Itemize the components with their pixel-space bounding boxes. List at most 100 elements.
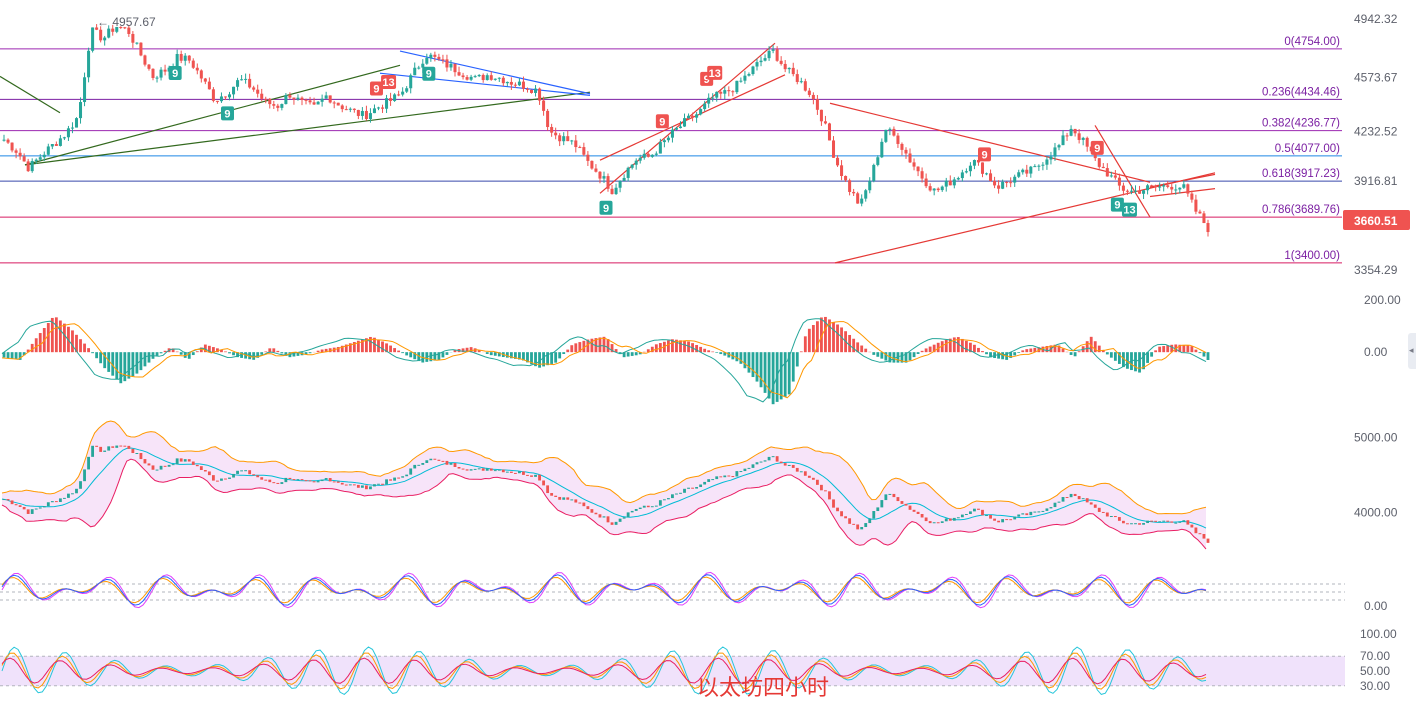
bb-candle xyxy=(445,460,449,465)
candle-body xyxy=(1041,164,1045,166)
candle-body xyxy=(956,178,960,180)
candle-body xyxy=(312,102,316,105)
candle-body xyxy=(304,99,308,101)
candle-body xyxy=(203,78,207,82)
candle-body xyxy=(1053,147,1057,157)
macd-bar xyxy=(505,352,509,358)
macd-bar xyxy=(405,352,409,356)
bb-candle xyxy=(179,458,183,462)
bb-candle xyxy=(667,498,670,500)
candle-body xyxy=(107,28,111,38)
candle-body xyxy=(1138,190,1142,194)
macd-bar xyxy=(159,352,163,354)
bb-candle xyxy=(985,515,988,517)
bb-candle xyxy=(622,517,626,519)
candle-body xyxy=(1105,168,1109,177)
candle-body xyxy=(606,176,610,189)
candle-body xyxy=(429,54,433,58)
macd-bar xyxy=(626,352,630,357)
macd-bar xyxy=(248,352,252,360)
candle-body xyxy=(352,108,356,110)
bb-candle xyxy=(803,471,807,476)
candle-body xyxy=(155,77,159,79)
bb-candle xyxy=(558,496,562,500)
macd-bar xyxy=(1146,352,1149,363)
macd-bar xyxy=(280,352,284,354)
candle-body xyxy=(58,138,62,146)
bb-candle xyxy=(236,470,239,474)
candle-body xyxy=(248,78,252,88)
candle-body xyxy=(819,109,823,122)
macd-bar xyxy=(216,348,219,353)
rsi-tick: 50.00 xyxy=(1360,664,1390,678)
candle-body xyxy=(980,162,985,174)
macd-bar xyxy=(413,352,417,360)
macd-bar xyxy=(900,352,904,363)
bb-candle xyxy=(791,464,795,468)
bb-candle xyxy=(1198,533,1202,535)
macd-bar xyxy=(695,345,699,353)
macd-bar xyxy=(83,343,86,353)
macd-bar xyxy=(1077,351,1081,353)
price-axes[interactable]: 4942.32 4573.67 4232.52 3916.81 3354.29 xyxy=(1354,12,1398,277)
side-panel-toggle[interactable]: ◂ xyxy=(1408,333,1416,369)
macd-bar xyxy=(292,352,296,357)
candle-body xyxy=(316,101,320,105)
bb-candle xyxy=(594,512,598,515)
trendline xyxy=(399,50,591,95)
bb-candle xyxy=(997,520,1001,523)
candle-body xyxy=(703,103,707,110)
macd-bar xyxy=(989,352,992,358)
bb-candle xyxy=(916,511,920,515)
candle-body xyxy=(662,140,666,143)
macd-bar xyxy=(304,352,308,355)
candle-body xyxy=(642,153,646,158)
candle-body xyxy=(143,55,147,65)
macd-bar xyxy=(155,352,159,356)
bb-candle xyxy=(989,515,992,519)
candle-body xyxy=(179,54,183,61)
trendlines[interactable] xyxy=(0,42,1216,264)
candle-body xyxy=(453,63,457,73)
candle-body xyxy=(848,180,852,192)
bb-candle xyxy=(38,507,42,509)
trendline xyxy=(829,102,1151,183)
macd-bar xyxy=(522,352,525,361)
macd-bar xyxy=(1053,344,1057,353)
candle-body xyxy=(1061,135,1065,146)
bb-candle xyxy=(1097,507,1101,512)
bb-candle xyxy=(340,482,344,485)
bb-candle xyxy=(534,474,537,477)
macd-bar xyxy=(469,347,473,353)
macd-bar xyxy=(807,328,811,353)
macd-tick: 0.00 xyxy=(1364,345,1388,359)
candle-body xyxy=(465,77,469,80)
candle-body xyxy=(260,93,264,99)
macd-bar xyxy=(675,339,678,353)
bb-candle xyxy=(626,512,630,518)
candle-body xyxy=(590,160,594,169)
macd-bar xyxy=(1109,352,1113,358)
macd-bar xyxy=(570,345,574,353)
bb-candle xyxy=(437,459,441,461)
bb-candle xyxy=(715,476,719,480)
bb-candle xyxy=(852,523,856,525)
macd-bar xyxy=(634,352,638,356)
candle-body xyxy=(960,172,964,179)
macd-bar xyxy=(389,345,392,353)
bb-candle xyxy=(1194,527,1198,534)
macd-bar xyxy=(397,350,401,353)
bb-candle xyxy=(54,501,58,503)
bb-candle xyxy=(1061,497,1065,502)
macd-bar xyxy=(590,338,594,353)
macd-bar xyxy=(123,352,127,382)
candle-body xyxy=(542,100,546,111)
bb-candle xyxy=(513,472,517,474)
candle-body xyxy=(1117,177,1121,186)
macd-bar xyxy=(1101,350,1105,353)
candle-body xyxy=(469,76,473,80)
bb-candle xyxy=(183,459,187,462)
bb-candle xyxy=(449,463,453,465)
macd-bar xyxy=(1093,341,1097,353)
